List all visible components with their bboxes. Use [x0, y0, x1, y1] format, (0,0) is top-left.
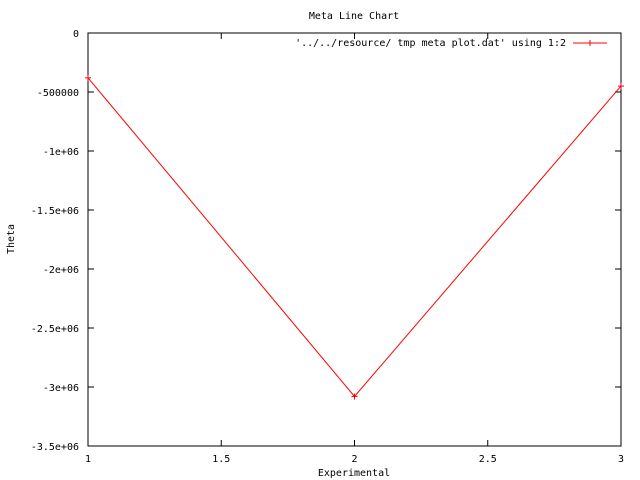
y-tick-label: -1.5e+06 — [31, 206, 79, 217]
legend-marker-plus — [587, 40, 593, 46]
x-axis-label: Experimental — [318, 468, 390, 479]
x-tick-label: 1 — [85, 454, 91, 465]
data-point-marker — [618, 83, 624, 90]
x-tick-label: 3 — [618, 454, 624, 465]
x-tick-label: 2 — [351, 454, 357, 465]
chart-title: Meta Line Chart — [309, 11, 399, 22]
y-tick-label: -1e+06 — [43, 147, 79, 158]
plot-area-border — [87, 32, 622, 447]
legend: '../../resource/ tmp meta plot.dat' usin… — [295, 38, 607, 49]
data-point-marker — [351, 393, 358, 400]
x-axis-ticks: 1 1.5 2 2.5 3 — [85, 33, 624, 465]
series-line — [87, 77, 622, 398]
y-tick-label: 0 — [73, 29, 79, 40]
x-tick-label: 1.5 — [212, 454, 230, 465]
y-tick-label: -3.5e+06 — [31, 442, 79, 453]
y-axis-ticks: 0 -500000 -1e+06 -1.5e+06 -2e+06 -2.5e+06 -3e+… — [31, 29, 621, 453]
x-tick-label: 2.5 — [479, 454, 497, 465]
y-axis-label: Theta — [6, 224, 17, 254]
y-tick-label: -3e+06 — [43, 383, 79, 394]
y-tick-label: -2e+06 — [43, 265, 79, 276]
legend-label: '../../resource/ tmp meta plot.dat' usin… — [295, 38, 566, 49]
series-layer — [85, 74, 624, 400]
y-tick-label: -500000 — [37, 88, 79, 99]
y-tick-label: -2.5e+06 — [31, 324, 79, 335]
data-point-marker — [85, 74, 91, 81]
legend-plus-marker — [587, 40, 593, 46]
